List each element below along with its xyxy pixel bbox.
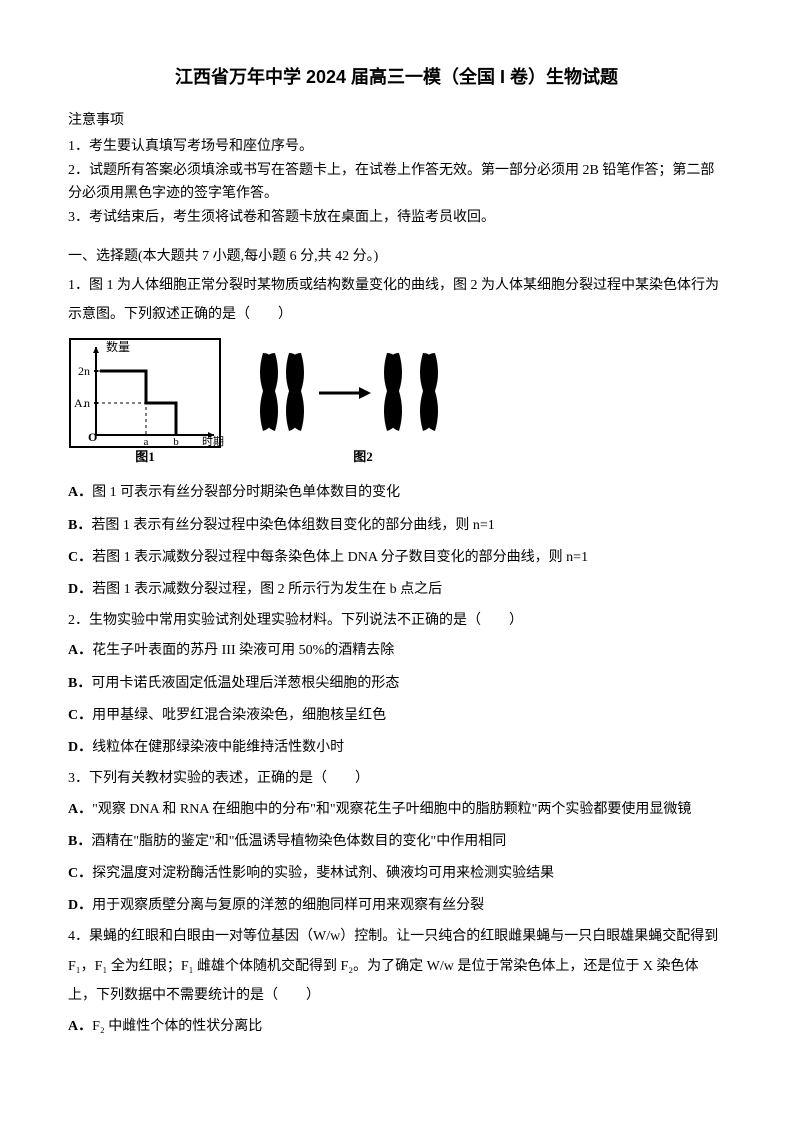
notice-item-2: 2．试题所有答案必须填涂或书写在答题卡上，在试卷上作答无效。第一部分必须用 2B…	[68, 159, 725, 207]
graph-ytick-2n: 2n	[78, 364, 90, 378]
notice-item-3: 3．考试结束后，考生须将试卷和答题卡放在桌面上，待监考员收回。	[68, 206, 725, 230]
svg-text:O: O	[88, 430, 97, 444]
q1-optB-text: 若图 1 表示有丝分裂过程中染色体组数目变化的部分曲线，则 n=1	[91, 518, 494, 533]
figure1-caption: 图1	[135, 449, 155, 464]
figure2-caption: 图2	[353, 449, 373, 464]
q4-optA-text: F₂ 中雌性个体的性状分离比	[92, 1019, 262, 1034]
q1-optA-text: 图 1 可表示有丝分裂部分时期染色单体数目的变化	[92, 485, 400, 500]
q2-optB-text: 可用卡诺氏液固定低温处理后洋葱根尖细胞的形态	[91, 676, 399, 691]
graph-xlabel: 时期	[202, 435, 224, 448]
q3-option-c: C．探究温度对淀粉酶活性影响的实验，斐林试剂、碘液均可用来检测实验结果	[68, 858, 725, 890]
graph-ylabel: 数量	[106, 339, 130, 354]
q3-option-d: D．用于观察质壁分离与复原的洋葱的细胞同样可用来观察有丝分裂	[68, 890, 725, 922]
q3-optB-text: 酒精在"脂肪的鉴定"和"低温诱导植物染色体数目的变化"中作用相同	[91, 834, 506, 849]
q2-optD-text: 线粒体在健那绿染液中能维持活性数小时	[92, 740, 344, 755]
q2-option-d: D．线粒体在健那绿染液中能维持活性数小时	[68, 732, 725, 764]
notice-heading: 注意事项	[68, 108, 725, 135]
q2-optC-text: 用甲基绿、吡罗红混合染液染色，细胞核呈红色	[92, 708, 386, 723]
q2-option-b: B．可用卡诺氏液固定低温处理后洋葱根尖细胞的形态	[68, 668, 725, 700]
q3-option-b: B．酒精在"脂肪的鉴定"和"低温诱导植物染色体数目的变化"中作用相同	[68, 826, 725, 858]
graph-xtick-a: a	[144, 436, 149, 448]
q3-optD-text: 用于观察质壁分离与复原的洋葱的细胞同样可用来观察有丝分裂	[92, 898, 484, 913]
q3-option-a: A．"观察 DNA 和 RNA 在细胞中的分布"和"观察花生子叶细胞中的脂肪颗粒…	[68, 794, 725, 826]
page-title: 江西省万年中学 2024 届高三一模（全国 I 卷）生物试题	[68, 60, 725, 94]
q1-option-c: C．若图 1 表示减数分裂过程中每条染色体上 DNA 分子数目变化的部分曲线，则…	[68, 542, 725, 574]
q3-optC-text: 探究温度对淀粉酶活性影响的实验，斐林试剂、碘液均可用来检测实验结果	[92, 866, 554, 881]
q2-option-a: A．花生子叶表面的苏丹 III 染液可用 50%的酒精去除	[68, 635, 725, 667]
notice-item-1: 1．考生要认真填写考场号和座位序号。	[68, 135, 725, 159]
q3-optA-text: "观察 DNA 和 RNA 在细胞中的分布"和"观察花生子叶细胞中的脂肪颗粒"两…	[92, 802, 691, 817]
q2-stem: 2．生物实验中常用实验试剂处理实验材料。下列说法不正确的是（ ）	[68, 606, 725, 635]
q1-optC-text: 若图 1 表示减数分裂过程中每条染色体上 DNA 分子数目变化的部分曲线，则 n…	[92, 550, 588, 565]
section-1-heading: 一、选择题(本大题共 7 小题,每小题 6 分,共 42 分。)	[68, 244, 725, 271]
q1-optD-text: 若图 1 表示减数分裂过程，图 2 所示行为发生在 b 点之后	[92, 582, 442, 597]
graph-xtick-b: b	[173, 436, 179, 448]
q2-option-c: C．用甲基绿、吡罗红混合染液染色，细胞核呈红色	[68, 700, 725, 732]
q1-figure: 2n n 数量 a b 时期 A. O 图1	[68, 337, 725, 465]
q1-stem: 1．图 1 为人体细胞正常分裂时某物质或结构数量变化的曲线，图 2 为人体某细胞…	[68, 271, 725, 330]
q2-optA-text: 花生子叶表面的苏丹 III 染液可用 50%的酒精去除	[92, 643, 394, 658]
q4-option-a: A．F₂ 中雌性个体的性状分离比	[68, 1011, 725, 1043]
q1-option-a: A．图 1 可表示有丝分裂部分时期染色单体数目的变化	[68, 477, 725, 509]
graph-A-label: A.	[74, 396, 86, 410]
q1-option-b: B．若图 1 表示有丝分裂过程中染色体组数目变化的部分曲线，则 n=1	[68, 510, 725, 542]
q1-option-d: D．若图 1 表示减数分裂过程，图 2 所示行为发生在 b 点之后	[68, 574, 725, 606]
q3-stem: 3．下列有关教材实验的表述，正确的是（ ）	[68, 764, 725, 793]
q4-stem: 4．果蝇的红眼和白眼由一对等位基因（W/w）控制。让一只纯合的红眼雌果蝇与一只白…	[68, 922, 725, 1010]
